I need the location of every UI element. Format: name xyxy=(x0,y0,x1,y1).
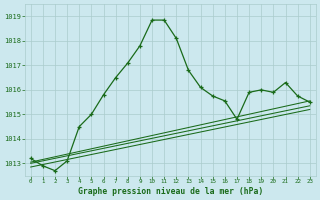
X-axis label: Graphe pression niveau de la mer (hPa): Graphe pression niveau de la mer (hPa) xyxy=(78,187,263,196)
